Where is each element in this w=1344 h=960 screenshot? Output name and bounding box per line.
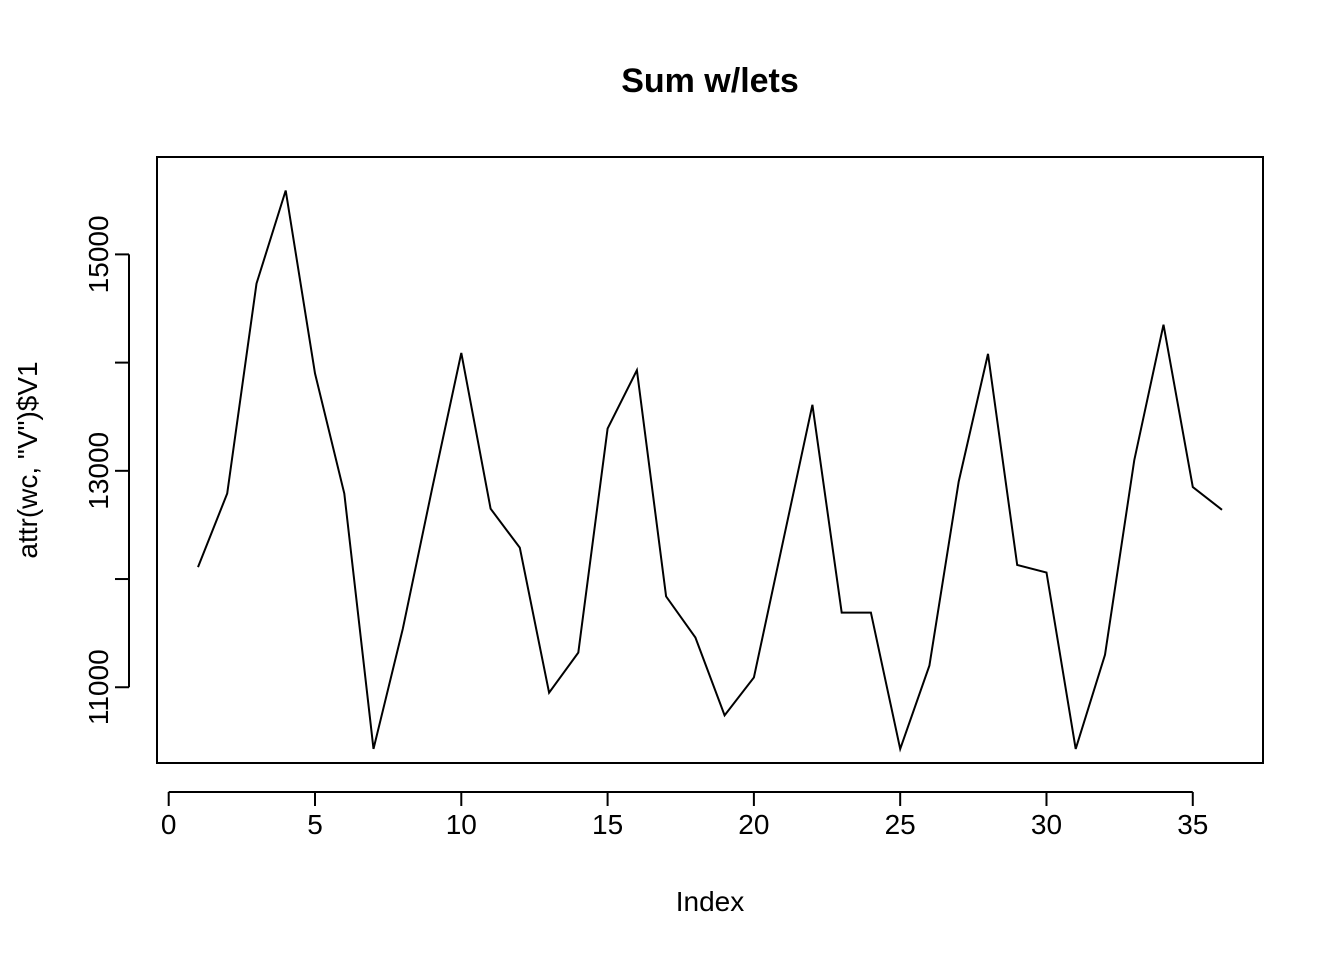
x-tick-label: 5 <box>307 809 323 840</box>
x-tick-label: 25 <box>885 809 916 840</box>
x-tick-label: 35 <box>1177 809 1208 840</box>
x-tick-label: 20 <box>738 809 769 840</box>
x-axis: 0 5 10 15 20 25 30 35 <box>161 791 1208 840</box>
y-axis-label: attr(wc, "V")$V1 <box>12 361 43 558</box>
x-tick-label: 15 <box>592 809 623 840</box>
y-tick-label: 15000 <box>83 215 114 293</box>
x-tick-label: 30 <box>1031 809 1062 840</box>
y-tick-label: 11000 <box>83 649 114 725</box>
plot-frame <box>156 156 1264 764</box>
series-line <box>197 190 1223 753</box>
chart-title: Sum w/lets <box>621 62 799 100</box>
x-axis-label: Index <box>676 886 745 917</box>
y-tick-label: 13000 <box>83 432 114 510</box>
x-tick-label: 0 <box>161 809 177 840</box>
x-tick-label: 10 <box>446 809 477 840</box>
y-axis: 11000 13000 15000 <box>83 215 130 725</box>
